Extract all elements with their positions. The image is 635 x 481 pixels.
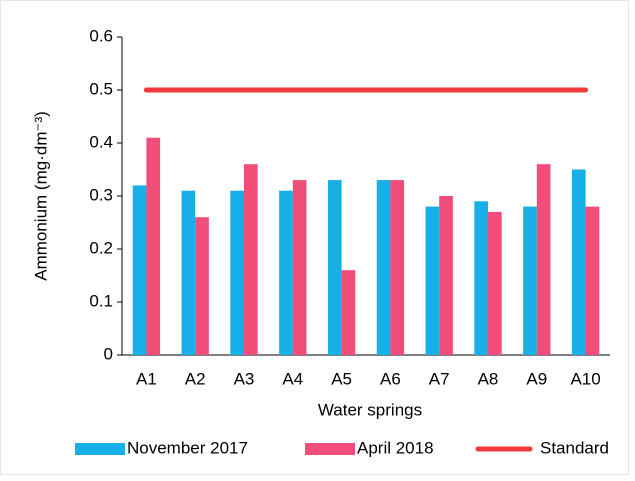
- x-tick-label: A6: [380, 369, 401, 388]
- bar: [279, 190, 293, 355]
- legend-swatch: [75, 443, 125, 455]
- chart-frame: [0, 0, 629, 475]
- bar: [376, 180, 391, 355]
- bar: [536, 164, 551, 355]
- x-tick-label: A4: [282, 369, 303, 388]
- bar: [230, 190, 244, 355]
- x-tick-label: A7: [429, 369, 450, 388]
- legend-label: April 2018: [357, 438, 434, 457]
- bar: [195, 217, 209, 355]
- bar: [132, 185, 147, 355]
- bar: [585, 206, 600, 355]
- y-tick-label: 0.6: [89, 26, 113, 45]
- legend-label: November 2017: [127, 438, 248, 457]
- x-tick-label: A1: [136, 369, 157, 388]
- bar: [488, 211, 502, 355]
- bar: [244, 164, 258, 355]
- bar: [571, 169, 586, 355]
- bar: [327, 180, 342, 355]
- bar: [439, 196, 453, 355]
- bar: [523, 206, 537, 355]
- bar: [292, 180, 307, 355]
- x-tick-label: A9: [526, 369, 547, 388]
- legend-swatch: [305, 443, 355, 455]
- bar: [341, 270, 356, 355]
- x-axis-label: Water springs: [318, 400, 422, 419]
- y-tick-label: 0: [104, 344, 113, 363]
- y-axis-label: Ammonium (mg·dm⁻³): [31, 111, 50, 281]
- x-tick-label: A3: [234, 369, 255, 388]
- x-tick-label: A10: [570, 369, 600, 388]
- bar: [474, 201, 488, 355]
- x-tick-label: A5: [331, 369, 352, 388]
- y-tick-label: 0.5: [89, 79, 113, 98]
- y-tick-label: 0.1: [89, 291, 113, 310]
- y-tick-label: 0.3: [89, 185, 113, 204]
- y-tick-label: 0.2: [89, 238, 113, 257]
- bar: [390, 180, 405, 355]
- bar: [181, 190, 196, 355]
- x-tick-label: A8: [478, 369, 499, 388]
- y-tick-label: 0.4: [89, 132, 113, 151]
- legend-label: Standard: [540, 438, 609, 457]
- bar: [146, 137, 161, 355]
- bar: [425, 206, 440, 355]
- x-tick-label: A2: [185, 369, 206, 388]
